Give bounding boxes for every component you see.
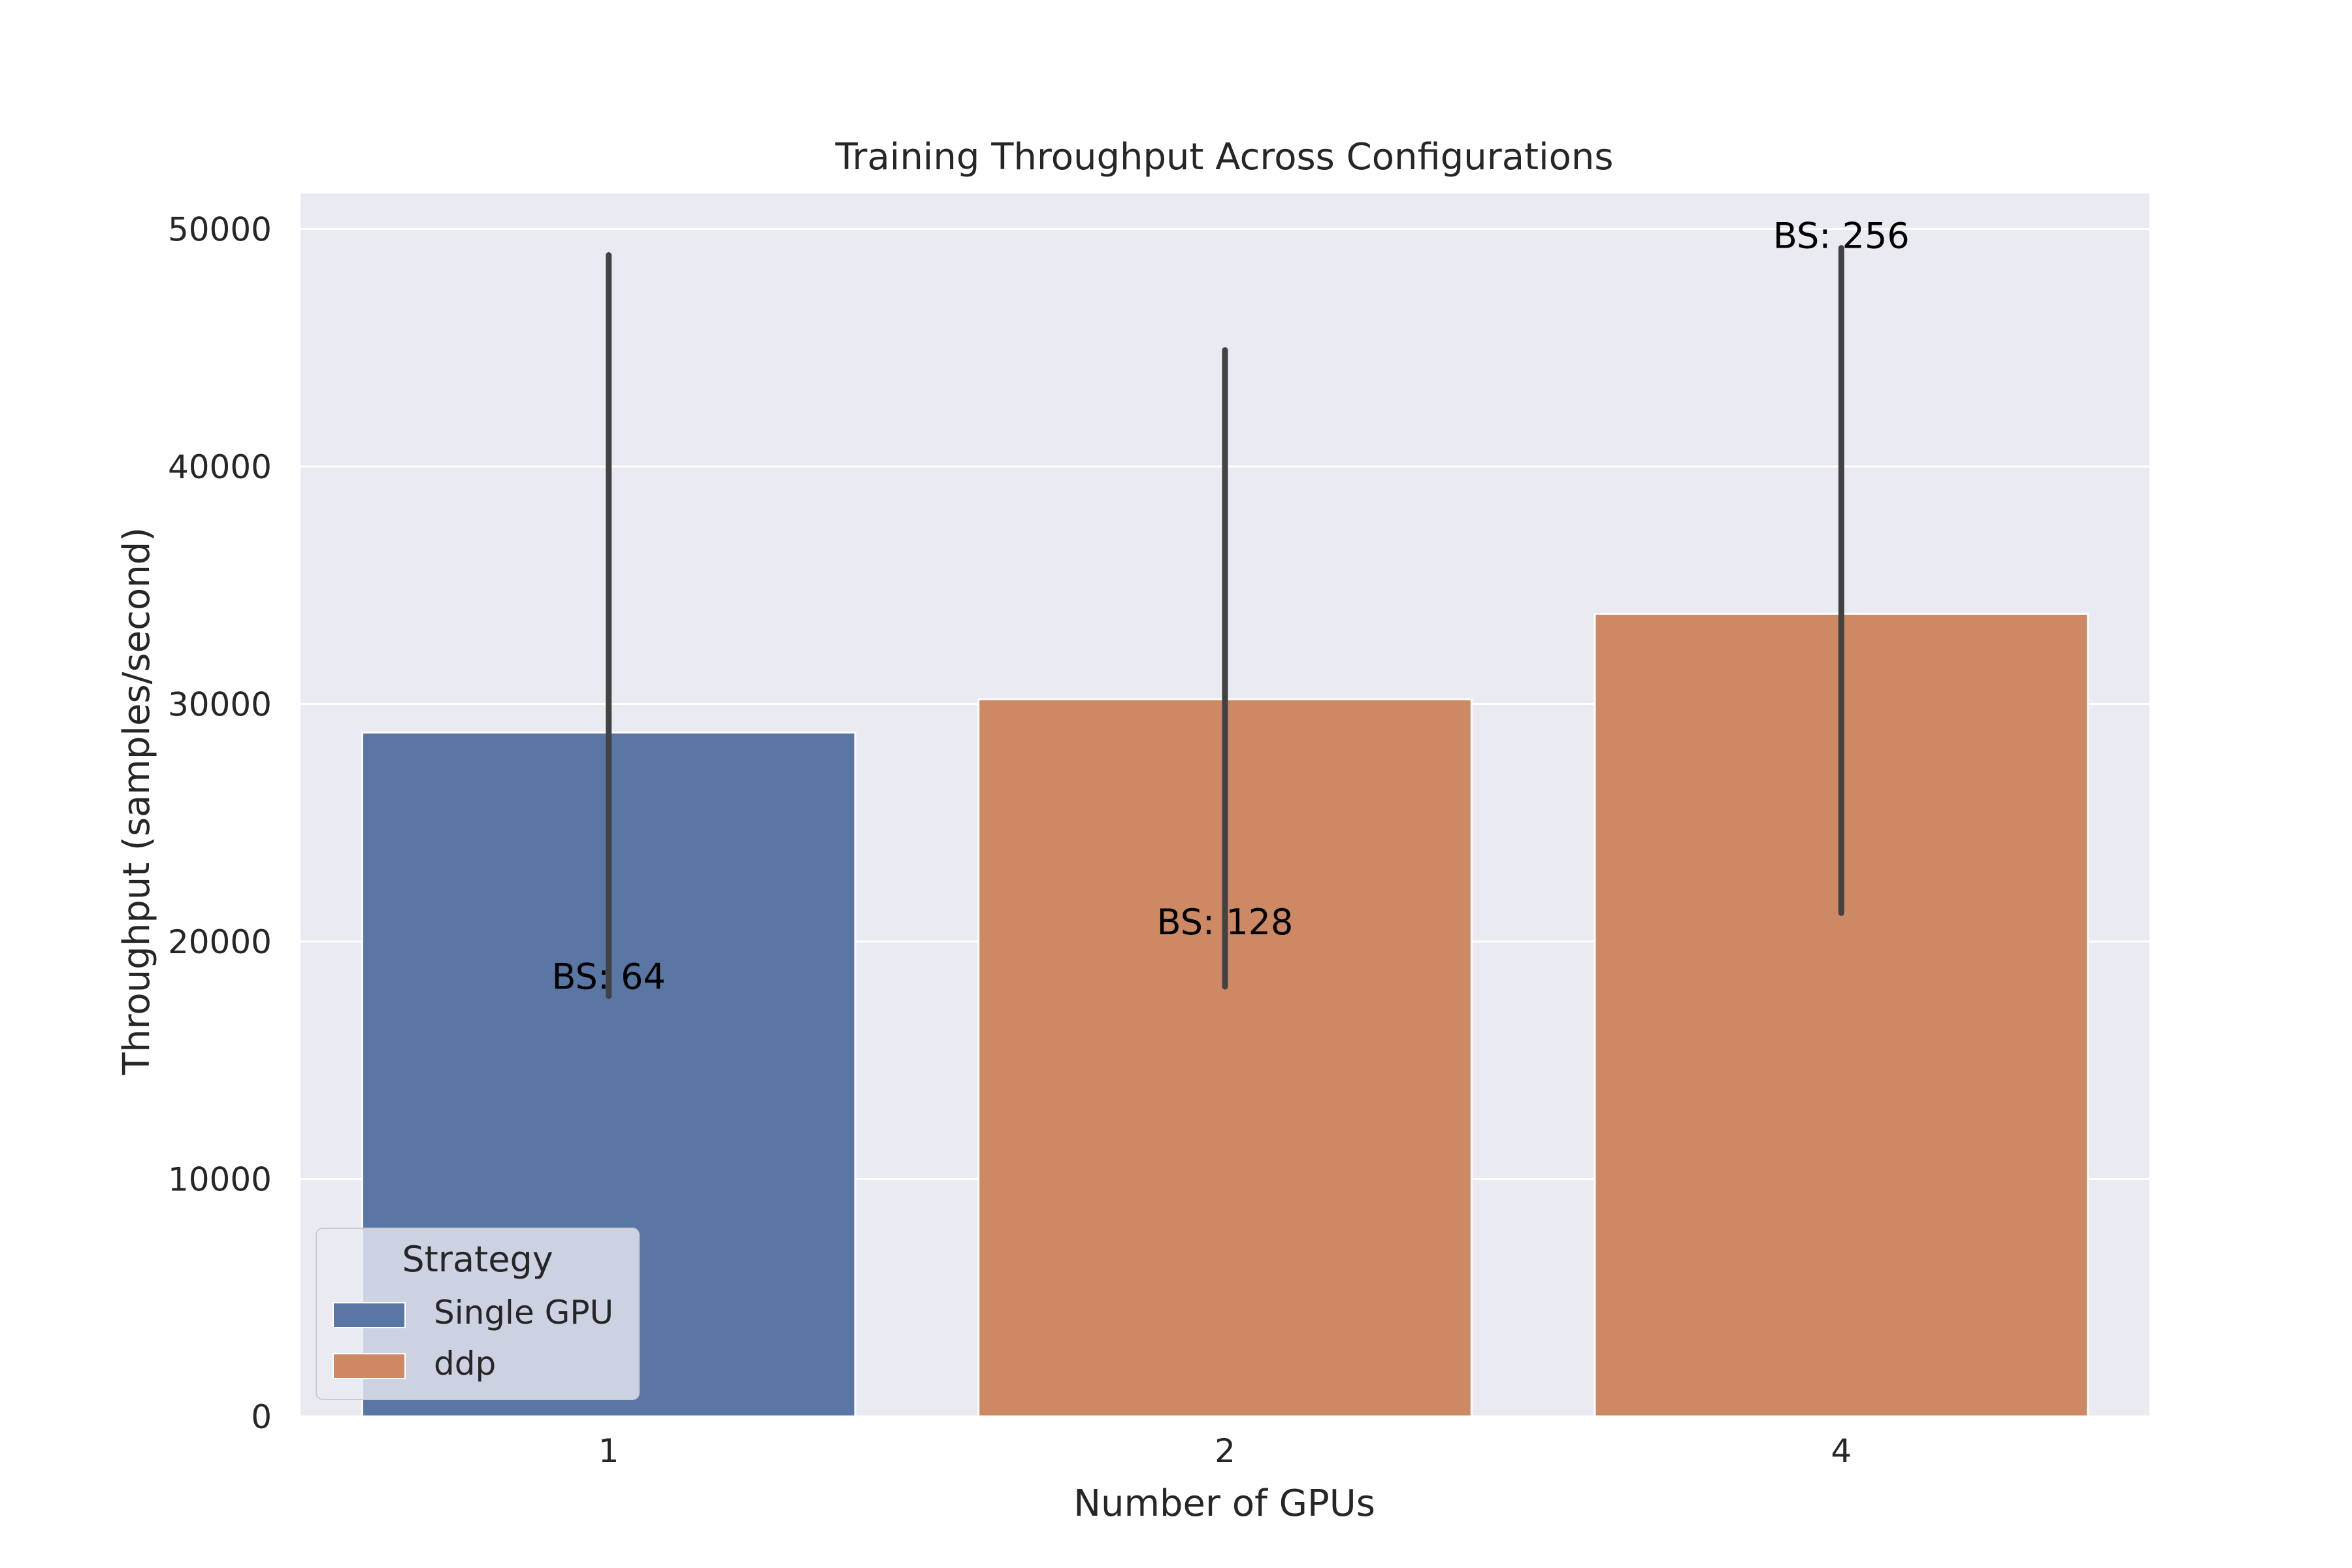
y-tick-label: 50000 — [168, 211, 272, 249]
legend-swatch-single-gpu — [333, 1302, 406, 1328]
bar-label: BS: 128 — [1157, 902, 1294, 943]
y-tick-label: 20000 — [168, 923, 272, 961]
x-tick-label: 1 — [598, 1432, 619, 1470]
bar-labels: BS: 64 BS: 128 BS: 256 — [551, 215, 1909, 997]
legend-swatch-ddp — [333, 1353, 406, 1379]
chart-title: Training Throughput Across Configuration… — [834, 136, 1613, 178]
y-tick-labels: 0 10000 20000 30000 40000 50000 — [168, 211, 272, 1436]
y-tick-label: 30000 — [168, 686, 272, 724]
y-tick-label: 40000 — [168, 448, 272, 486]
error-bars — [606, 245, 1844, 1000]
legend-title: Strategy — [402, 1239, 553, 1280]
x-axis-label: Number of GPUs — [1073, 1482, 1375, 1525]
bar-label: BS: 64 — [551, 956, 665, 998]
y-axis-label: Throughput (samples/second) — [116, 527, 158, 1075]
y-tick-label: 0 — [251, 1398, 272, 1436]
y-tick-label: 10000 — [168, 1161, 272, 1199]
legend: Strategy Single GPU ddp — [316, 1228, 640, 1400]
x-tick-label: 2 — [1215, 1432, 1235, 1470]
x-tick-label: 4 — [1831, 1432, 1852, 1470]
legend-label-single-gpu: Single GPU — [434, 1294, 613, 1331]
legend-label-ddp: ddp — [434, 1345, 496, 1382]
bar-label: BS: 256 — [1773, 215, 1910, 256]
x-tick-labels: 1 2 4 — [598, 1432, 1852, 1470]
